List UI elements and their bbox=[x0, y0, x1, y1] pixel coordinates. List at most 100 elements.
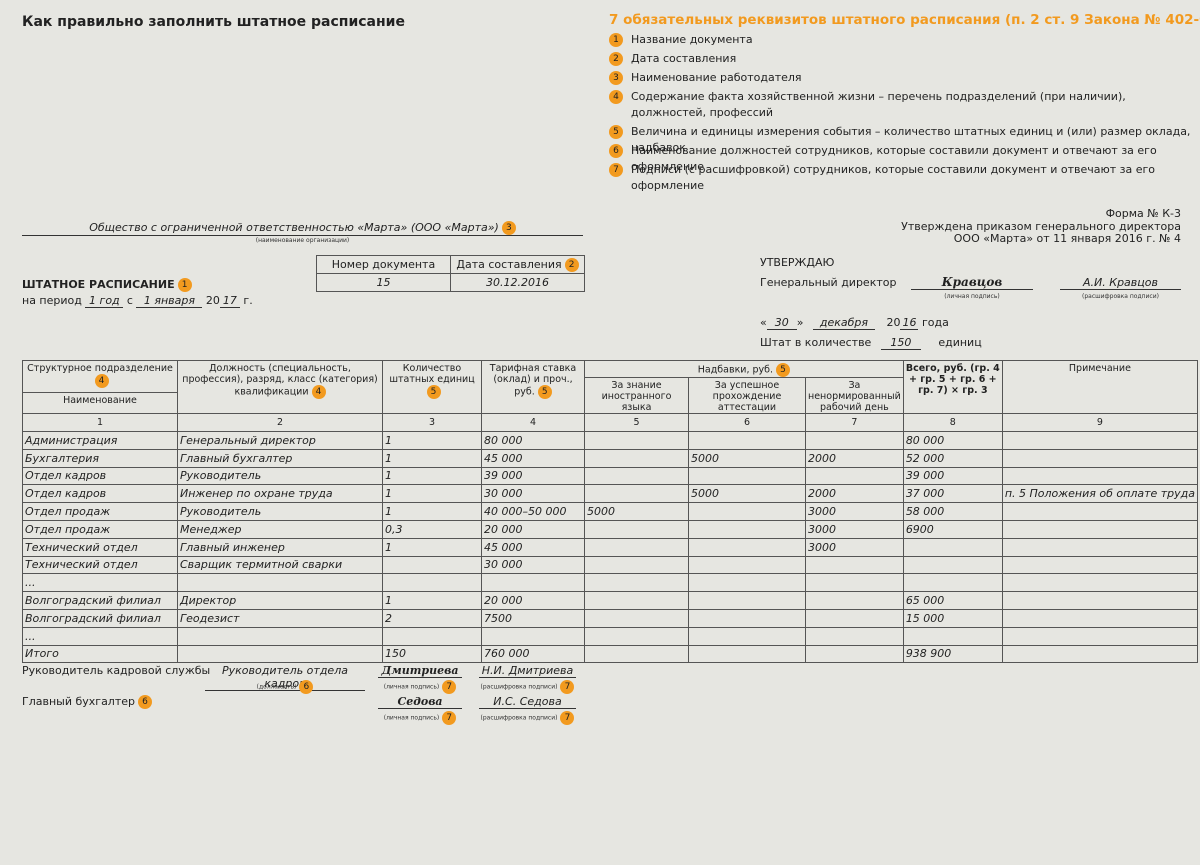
badge: 5 bbox=[426, 385, 441, 399]
name-caption: (расшифровка подписи) bbox=[1082, 293, 1159, 300]
table-row: Отдел продаж Руководитель 1 40 000–50 000 50… bbox=[22, 502, 1199, 521]
badge: 4 bbox=[609, 90, 623, 104]
table-cell bbox=[1001, 502, 1199, 521]
badge: 7 bbox=[442, 711, 457, 725]
requisite-item: 6 Наименование должностей сотрудников, ко… bbox=[609, 143, 1191, 175]
table-cell bbox=[902, 537, 1003, 557]
column-number: 1 bbox=[22, 413, 178, 432]
caption-text: (должность) bbox=[256, 683, 297, 691]
table-cell bbox=[584, 555, 689, 575]
table-row: Отдел продаж Менеджер 0,3 20 000 3000 6900 bbox=[22, 519, 1199, 539]
badge: 6 bbox=[609, 144, 623, 158]
badge: 7 bbox=[560, 680, 575, 694]
badge: 2 bbox=[609, 52, 623, 66]
table-cell bbox=[902, 573, 1003, 593]
table-cell bbox=[1001, 591, 1199, 610]
header-text: Количество штатных единиц bbox=[389, 363, 475, 385]
table-row: Технический отдел Сварщик термитной сварк… bbox=[22, 555, 1199, 575]
table-cell: 37 000 bbox=[902, 484, 1003, 504]
table-cell: 5000 bbox=[688, 448, 806, 468]
year-prefix: 20 bbox=[886, 316, 901, 329]
table-cell bbox=[688, 537, 806, 557]
table-cell bbox=[688, 608, 806, 628]
header-cell: За ненормированный рабочий день bbox=[805, 377, 904, 414]
header-cell: Количество штатных единиц5 bbox=[382, 360, 482, 414]
table-cell: Генеральный директор bbox=[177, 431, 383, 450]
table-cell: ... bbox=[22, 573, 178, 593]
table-cell bbox=[805, 608, 904, 628]
table-cell: 80 000 bbox=[481, 431, 585, 450]
table-cell: 15 000 bbox=[902, 608, 1003, 628]
month: декабря bbox=[812, 317, 875, 330]
table-cell: п. 5 Положения об оплате труда bbox=[1001, 484, 1199, 504]
caption: (расшифровка подписи) 7 bbox=[479, 711, 576, 725]
table-row: Бухгалтерия Главный бухгалтер 1 45 000 5000 2… bbox=[22, 448, 1199, 468]
table-cell: 5000 bbox=[584, 502, 689, 521]
table-cell: Технический отдел bbox=[22, 555, 178, 575]
period-from: с bbox=[126, 294, 133, 307]
table-cell bbox=[902, 626, 1003, 646]
table-cell: Главный бухгалтер bbox=[177, 448, 383, 468]
table-cell: Администрация bbox=[22, 431, 178, 450]
badge: 7 bbox=[609, 163, 623, 177]
header-cell: Наименование bbox=[22, 391, 178, 415]
table-cell: Инженер по охране труда bbox=[177, 484, 383, 504]
table-cell: 52 000 bbox=[902, 448, 1003, 468]
approve-date: «30» декабря 20 16 года bbox=[760, 316, 949, 330]
table-cell bbox=[688, 519, 806, 539]
header-text: Надбавки, руб. bbox=[697, 364, 774, 376]
year: 16 bbox=[900, 316, 919, 330]
day: 30 bbox=[766, 317, 797, 330]
requisite-text: Содержание факта хозяйственной жизни – п… bbox=[631, 90, 1126, 119]
table-cell: 150 bbox=[382, 644, 482, 664]
header-cell: Тарифная ставка (оклад) и проч., руб. 5 bbox=[481, 360, 585, 414]
table-cell bbox=[584, 608, 689, 628]
table-cell: Отдел продаж bbox=[22, 519, 178, 539]
table-cell: 1 bbox=[382, 431, 482, 450]
table-cell: Менеджер bbox=[177, 519, 383, 539]
table-cell bbox=[481, 573, 585, 593]
table-cell bbox=[805, 466, 904, 486]
table-cell bbox=[1001, 431, 1199, 450]
approve-heading: УТВЕРЖДАЮ bbox=[760, 256, 835, 269]
column-number: 5 bbox=[584, 413, 689, 432]
table-cell: 39 000 bbox=[481, 466, 585, 486]
doc-number: 15 bbox=[316, 273, 451, 292]
table-cell bbox=[902, 555, 1003, 575]
table-cell: 1 bbox=[382, 448, 482, 468]
approve-sign: Кравцов bbox=[911, 276, 1033, 290]
table-cell bbox=[1001, 644, 1199, 664]
table-cell bbox=[177, 644, 383, 664]
table-cell: 40 000–50 000 bbox=[481, 502, 585, 521]
table-cell: 938 900 bbox=[902, 644, 1003, 664]
table-cell: Волгоградский филиал bbox=[22, 591, 178, 610]
table-cell bbox=[1001, 448, 1199, 468]
form-line: Утверждена приказом генерального директо… bbox=[901, 219, 1181, 233]
table-cell bbox=[1001, 573, 1199, 593]
accountant-label: Главный бухгалтер 6 bbox=[22, 695, 152, 709]
quote: » bbox=[796, 316, 804, 329]
hr-label: Руководитель кадровой службы bbox=[22, 664, 211, 677]
badge: 7 bbox=[560, 711, 575, 725]
table-cell bbox=[584, 591, 689, 610]
column-number: 4 bbox=[481, 413, 585, 432]
requisite-text: Дата составления bbox=[631, 52, 737, 65]
doc-date-header: Дата составления 2 bbox=[450, 255, 585, 274]
table-cell: 1 bbox=[382, 537, 482, 557]
table-cell bbox=[584, 626, 689, 646]
table-row: Волгоградский филиал Геодезист 2 7500 15 000 bbox=[22, 608, 1199, 628]
table-cell: Главный инженер bbox=[177, 537, 383, 557]
table-cell bbox=[584, 537, 689, 557]
table-row: Отдел кадров Руководитель 1 39 000 39 000 bbox=[22, 466, 1199, 486]
table-cell bbox=[688, 644, 806, 664]
caption: (личная подпись) 7 bbox=[378, 711, 462, 725]
table-row: ... bbox=[22, 626, 1199, 646]
requisite-item: 3 Наименование работодателя bbox=[609, 70, 1191, 86]
requisite-text: Наименование работодателя bbox=[631, 71, 802, 84]
caption: (личная подпись) 7 bbox=[378, 680, 462, 694]
badge: 4 bbox=[94, 374, 109, 388]
staff: Штат в количестве 150 единиц bbox=[760, 336, 982, 350]
requisite-item: 5 Величина и единицы измерения события – … bbox=[609, 124, 1191, 156]
org-line: Общество с ограниченной ответственностью… bbox=[22, 221, 583, 236]
quote: « bbox=[760, 316, 767, 329]
